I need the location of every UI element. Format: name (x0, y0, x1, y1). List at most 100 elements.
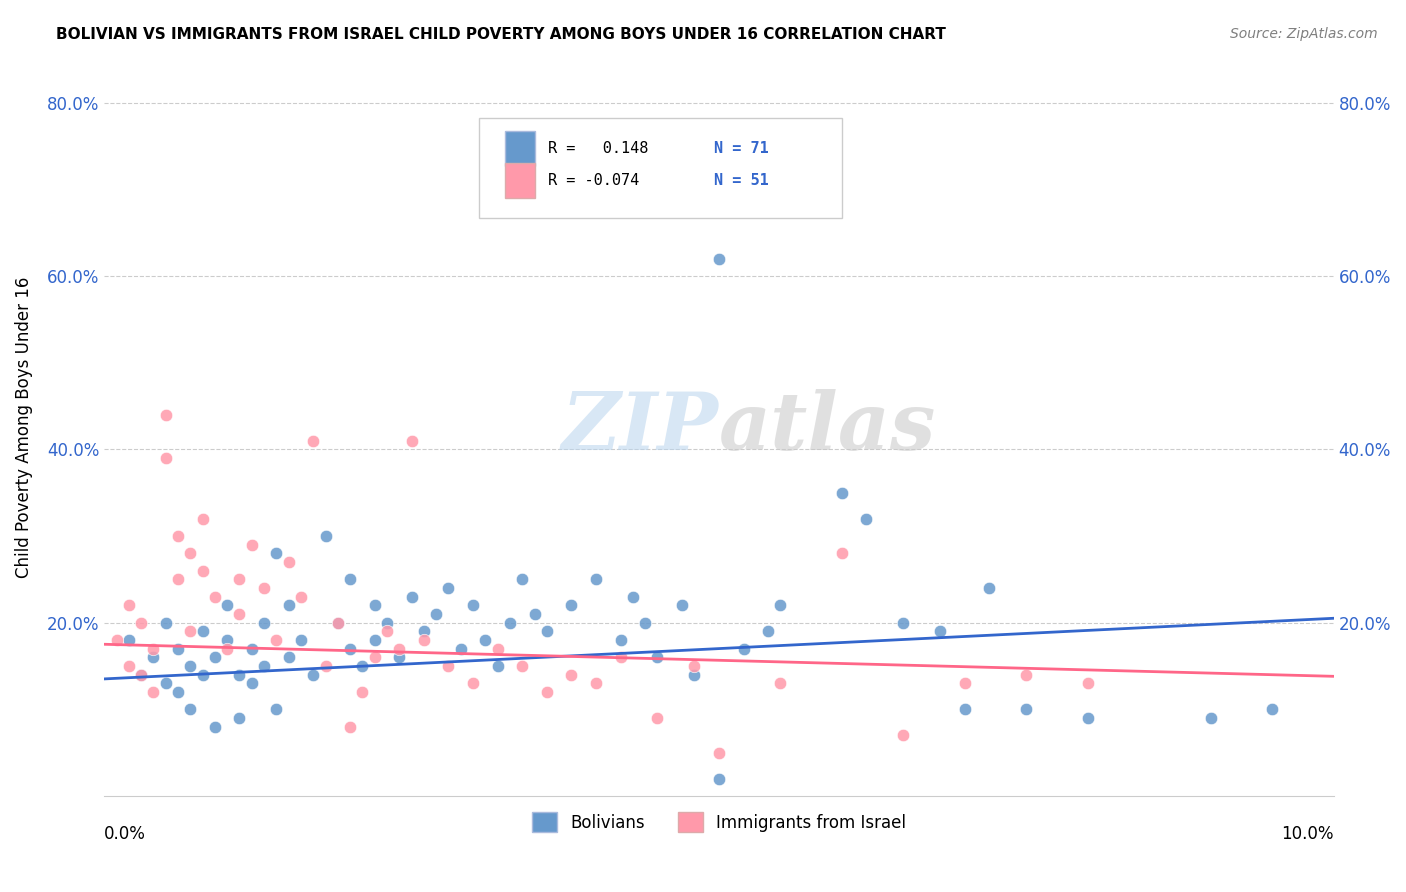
Point (486, 659, 509, 673)
Point (461, 676, 484, 690)
Point (191, 511, 214, 525)
Point (339, 641, 361, 656)
Point (647, 650, 669, 665)
Point (510, 572, 533, 586)
Point (253, 581, 276, 595)
FancyBboxPatch shape (505, 131, 534, 166)
Point (1199, 711, 1222, 725)
Point (167, 529, 190, 543)
Point (412, 632, 434, 647)
Point (671, 599, 693, 613)
Point (179, 659, 201, 673)
Point (388, 650, 411, 665)
Point (217, 641, 239, 656)
Point (228, 667, 250, 681)
Point (167, 572, 190, 586)
Point (855, 511, 877, 525)
Point (217, 632, 239, 647)
Point (437, 659, 460, 673)
Point (831, 485, 853, 500)
Point (1015, 667, 1038, 681)
Point (191, 667, 214, 681)
Point (302, 434, 325, 448)
Point (155, 615, 177, 630)
Point (707, 746, 730, 760)
Point (683, 667, 706, 681)
Point (510, 659, 533, 673)
Point (499, 615, 522, 630)
Point (450, 641, 472, 656)
Point (375, 624, 398, 639)
Point (634, 615, 657, 630)
Point (609, 632, 631, 647)
Point (240, 641, 263, 656)
Point (217, 599, 239, 613)
Point (339, 720, 361, 734)
FancyBboxPatch shape (479, 119, 842, 218)
Point (412, 624, 434, 639)
Point (167, 641, 190, 656)
Point (461, 599, 484, 613)
Y-axis label: Child Poverty Among Boys Under 16: Child Poverty Among Boys Under 16 (15, 277, 32, 578)
Point (129, 667, 152, 681)
Legend: Bolivians, Immigrants from Israel: Bolivians, Immigrants from Israel (524, 805, 912, 839)
Point (266, 546, 288, 560)
Point (266, 702, 288, 716)
Point (315, 529, 337, 543)
Point (486, 641, 509, 656)
Point (683, 659, 706, 673)
Point (142, 641, 165, 656)
Point (437, 581, 460, 595)
Point (290, 590, 312, 604)
Point (167, 685, 190, 699)
Text: R =   0.148: R = 0.148 (548, 141, 648, 156)
Point (277, 599, 299, 613)
Point (831, 546, 853, 560)
Point (142, 650, 165, 665)
Point (756, 624, 779, 639)
Point (585, 676, 607, 690)
Point (266, 632, 288, 647)
Point (523, 607, 546, 621)
Point (204, 650, 226, 665)
Point (769, 599, 792, 613)
Point (953, 702, 976, 716)
Text: N = 51: N = 51 (714, 173, 769, 188)
Point (474, 632, 496, 647)
Point (179, 702, 201, 716)
Point (401, 434, 423, 448)
Point (240, 538, 263, 552)
Point (585, 572, 607, 586)
Point (191, 624, 214, 639)
Point (326, 615, 349, 630)
Point (129, 615, 152, 630)
Point (228, 572, 250, 586)
Point (401, 590, 423, 604)
Point (253, 615, 276, 630)
Point (929, 624, 952, 639)
Point (707, 772, 730, 786)
Point (240, 676, 263, 690)
Point (155, 408, 177, 422)
FancyBboxPatch shape (505, 163, 534, 198)
Point (364, 632, 387, 647)
Point (339, 572, 361, 586)
Point (609, 650, 631, 665)
Point (1261, 702, 1284, 716)
Point (352, 685, 374, 699)
Text: N = 71: N = 71 (714, 141, 769, 156)
Point (179, 624, 201, 639)
Point (647, 711, 669, 725)
Point (204, 720, 226, 734)
Point (228, 711, 250, 725)
Text: R = -0.074: R = -0.074 (548, 173, 640, 188)
Point (191, 564, 214, 578)
Text: Source: ZipAtlas.com: Source: ZipAtlas.com (1230, 27, 1378, 41)
Point (707, 252, 730, 266)
Point (105, 632, 128, 647)
Point (560, 667, 582, 681)
Point (364, 599, 387, 613)
Point (891, 615, 914, 630)
Point (621, 590, 644, 604)
Point (979, 581, 1001, 595)
